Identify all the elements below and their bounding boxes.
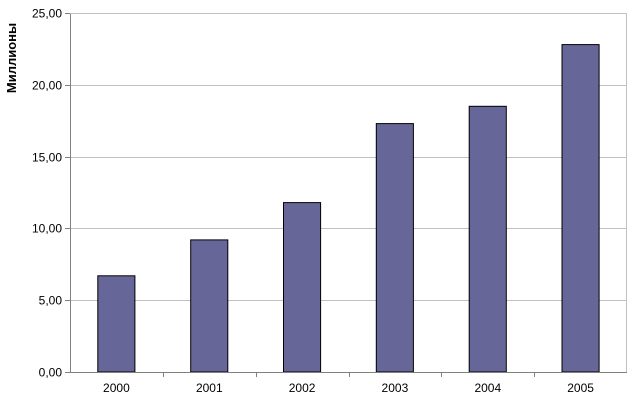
gridlines [70, 13, 627, 301]
x-tick-labels: 2000 2001 2002 2003 2004 2005 [103, 381, 594, 395]
y-tick-label: 25,00 [32, 7, 62, 21]
x-tick-label: 2003 [382, 381, 409, 395]
y-tick-label: 20,00 [32, 79, 62, 93]
axes [65, 13, 627, 377]
bars [97, 44, 600, 373]
y-tick-label: 10,00 [32, 222, 62, 236]
x-tick-label: 2000 [103, 381, 130, 395]
bar-2000 [97, 275, 136, 373]
x-tick-label: 2005 [567, 381, 594, 395]
bar-2001 [190, 239, 229, 373]
y-tick-label: 5,00 [39, 294, 63, 308]
bar-2003 [375, 123, 414, 373]
bar-2004 [468, 105, 507, 373]
y-tick-label: 15,00 [32, 151, 62, 165]
bar-2002 [283, 202, 322, 373]
y-axis-label: Миллионы [4, 23, 19, 93]
x-tick-label: 2002 [289, 381, 316, 395]
x-tick-label: 2001 [196, 381, 223, 395]
y-tick-label: 0,00 [39, 366, 63, 380]
y-tick-labels: 0,00 5,00 10,00 15,00 20,00 25,00 [32, 7, 62, 380]
x-tick-label: 2004 [474, 381, 501, 395]
bar-2005 [561, 44, 600, 373]
